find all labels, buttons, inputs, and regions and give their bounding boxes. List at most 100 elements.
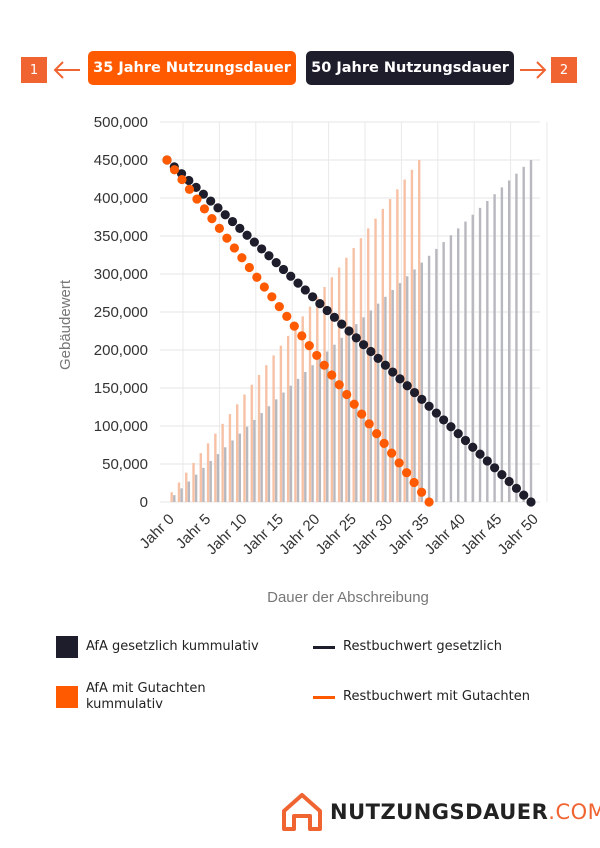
pill-35-jahre[interactable]: 35 Jahre Nutzungsdauer (88, 51, 296, 85)
point-restbuchwert-gesetzlich (460, 435, 471, 446)
point-restbuchwert-gesetzlich (497, 470, 507, 480)
legend-label-afa-gutachten: AfA mit Gutachten kummulativ (86, 681, 206, 713)
point-restbuchwert-gutachten (416, 487, 427, 497)
point-restbuchwert-gesetzlich (482, 456, 492, 466)
point-restbuchwert-gesetzlich (315, 299, 325, 309)
bar-afa-gutachten (381, 208, 384, 502)
point-restbuchwert-gutachten (357, 409, 367, 419)
point-restbuchwert-gesetzlich (431, 408, 441, 418)
legend-label-afa-gutachten-line2: kummulativ (86, 697, 163, 712)
point-restbuchwert-gutachten (327, 370, 337, 380)
y-tick-label: 50,000 (102, 456, 148, 473)
bar-afa-gutachten (367, 228, 370, 502)
arrow-left-icon (53, 61, 80, 79)
bar-afa-gutachten (403, 179, 406, 502)
bar-afa-gesetzlich (311, 365, 314, 502)
legend-label-afa-gesetzlich: AfA gesetzlich kummulativ (86, 639, 259, 654)
point-restbuchwert-gesetzlich (490, 463, 500, 473)
point-restbuchwert-gutachten (199, 204, 210, 214)
bar-afa-gesetzlich (420, 262, 423, 502)
bar-afa-gutachten (345, 257, 348, 502)
bars-afa-gesetzlich (173, 160, 533, 503)
point-restbuchwert-gesetzlich (337, 319, 347, 329)
point-restbuchwert-gesetzlich (184, 175, 194, 186)
bar-afa-gesetzlich (296, 378, 300, 502)
pill-50-jahre[interactable]: 50 Jahre Nutzungsdauer (306, 51, 514, 85)
point-restbuchwert-gutachten (282, 311, 292, 321)
point-restbuchwert-gesetzlich (257, 244, 267, 254)
bar-afa-gutachten (192, 462, 195, 502)
bar-afa-gutachten (228, 414, 232, 502)
y-tick-label: 200,000 (94, 342, 148, 359)
bar-afa-gesetzlich (275, 399, 278, 502)
bar-afa-gesetzlich (355, 324, 358, 502)
point-restbuchwert-gutachten (312, 350, 322, 361)
bars-afa-gutachten (170, 160, 421, 503)
bar-afa-gesetzlich (457, 228, 460, 502)
point-restbuchwert-gesetzlich (511, 483, 522, 493)
point-restbuchwert-gutachten (244, 262, 254, 273)
y-tick-label: 0 (140, 494, 148, 511)
bar-afa-gutachten (410, 169, 414, 502)
x-axis-label: Dauer der Abschreibung (267, 589, 429, 606)
bar-afa-gutachten (250, 384, 253, 502)
point-restbuchwert-gesetzlich (249, 237, 259, 247)
legend-label-rest-gutachten: Restbuchwert mit Gutachten (343, 689, 531, 704)
dots-restbuchwert-gutachten (162, 155, 434, 507)
bar-afa-gutachten (330, 277, 334, 502)
bar-afa-gesetzlich (478, 207, 482, 502)
y-tick-label: 450,000 (94, 152, 148, 169)
bar-afa-gesetzlich (304, 372, 307, 502)
bar-afa-gutachten (177, 482, 181, 502)
bar-afa-gesetzlich (376, 303, 380, 502)
bar-afa-gutachten (221, 423, 224, 502)
point-restbuchwert-gutachten (402, 468, 412, 478)
point-restbuchwert-gesetzlich (402, 381, 412, 391)
point-restbuchwert-gesetzlich (439, 415, 449, 425)
point-restbuchwert-gesetzlich (504, 476, 514, 487)
bar-afa-gesetzlich (260, 413, 263, 502)
bar-afa-gesetzlich (471, 214, 474, 502)
bar-afa-gesetzlich (282, 392, 285, 502)
point-restbuchwert-gesetzlich (286, 271, 296, 281)
bar-afa-gesetzlich (194, 474, 198, 502)
point-restbuchwert-gutachten (349, 399, 359, 409)
step-badge-1: 1 (21, 57, 47, 83)
point-restbuchwert-gutachten (222, 233, 232, 243)
point-restbuchwert-gutachten (162, 155, 172, 165)
brand-logo[interactable]: NUTZUNGSDAUER.COM (280, 792, 600, 832)
bar-afa-gesetzlich (231, 440, 234, 502)
point-restbuchwert-gutachten (169, 165, 180, 175)
point-restbuchwert-gesetzlich (526, 497, 536, 507)
y-tick-label: 250,000 (94, 304, 148, 321)
point-restbuchwert-gutachten (267, 292, 277, 302)
point-restbuchwert-gesetzlich (264, 251, 274, 261)
bar-afa-gesetzlich (238, 433, 241, 502)
x-tick-label: Jahr 50 (494, 511, 541, 558)
bar-afa-gesetzlich (173, 495, 176, 502)
bar-afa-gesetzlich (507, 180, 511, 502)
bar-afa-gutachten (301, 316, 304, 502)
bar-afa-gesetzlich (522, 166, 525, 502)
bar-afa-gesetzlich (442, 242, 445, 502)
point-restbuchwert-gesetzlich (475, 449, 485, 459)
point-restbuchwert-gutachten (274, 301, 284, 312)
point-restbuchwert-gutachten (387, 448, 397, 458)
point-restbuchwert-gesetzlich (351, 333, 361, 343)
logo-text-bold: NUTZUNGSDAUER (330, 800, 549, 824)
point-restbuchwert-gutachten (192, 194, 202, 204)
bar-afa-gutachten (206, 443, 210, 502)
point-restbuchwert-gesetzlich (358, 340, 369, 350)
point-restbuchwert-gutachten (177, 174, 187, 185)
bar-afa-gesetzlich (500, 187, 504, 503)
bar-afa-gutachten (352, 247, 355, 502)
point-restbuchwert-gutachten (334, 380, 344, 390)
point-restbuchwert-gutachten (342, 389, 352, 400)
bar-afa-gesetzlich (180, 488, 183, 502)
point-restbuchwert-gesetzlich (366, 346, 376, 357)
point-restbuchwert-gutachten (229, 243, 239, 253)
legend-swatch-afa-gutachten (56, 686, 78, 708)
point-restbuchwert-gutachten (424, 497, 434, 507)
bar-afa-gesetzlich (369, 310, 373, 502)
bar-afa-gesetzlich (362, 317, 365, 502)
